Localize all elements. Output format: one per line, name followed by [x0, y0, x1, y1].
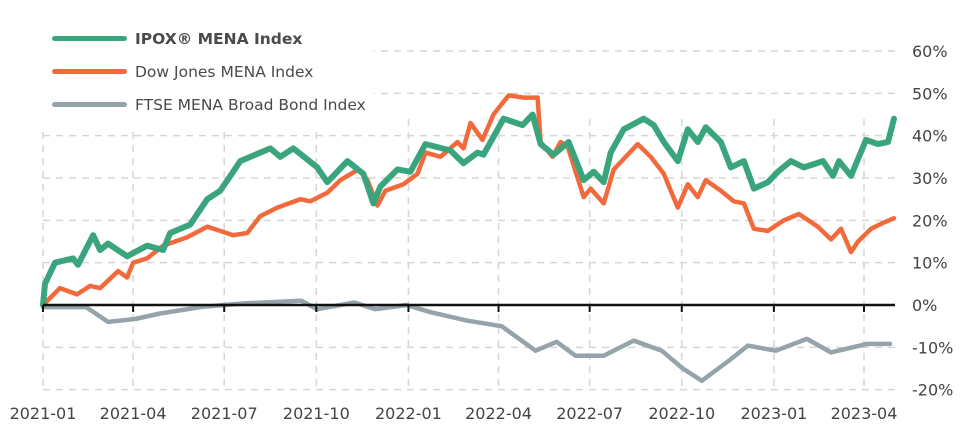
y-tick-label: -20%: [912, 381, 953, 400]
legend-swatch: [52, 36, 127, 41]
x-tick-label: 2021-10: [283, 404, 350, 423]
y-tick-label: -10%: [912, 338, 953, 357]
series-line-ipox: [40, 111, 897, 308]
x-tick-label: 2022-04: [465, 404, 532, 423]
series-line-dow-jones: [40, 93, 897, 308]
y-tick-label: 20%: [912, 211, 948, 230]
legend-label: IPOX® MENA Index: [135, 29, 303, 48]
y-tick-label: 30%: [912, 169, 948, 188]
axes: 60% 50% 40% 30% 20% 10% 0% -10% -20% 2021-01 2021-…: [10, 42, 954, 423]
y-tick-label: 50%: [912, 84, 948, 103]
y-tick-label: 40%: [912, 127, 948, 146]
legend: IPOX® MENA Index Dow Jones MENA Index FT…: [40, 18, 374, 127]
legend-item-dow-jones: Dow Jones MENA Index: [52, 55, 366, 88]
series-lines: [40, 93, 897, 384]
legend-item-ftse: FTSE MENA Broad Bond Index: [52, 88, 366, 121]
x-tick-label: 2021-04: [100, 404, 167, 423]
legend-swatch: [52, 102, 127, 107]
y-tick-label: 0%: [912, 296, 937, 315]
x-tick-label: 2021-01: [10, 404, 77, 423]
y-tick-label: 60%: [912, 42, 948, 61]
x-tick-label: 2023-04: [831, 404, 898, 423]
x-tick-label: 2022-07: [556, 404, 623, 423]
y-tick-label: 10%: [912, 254, 948, 273]
series-line-ftse: [40, 298, 893, 384]
x-tick-label: 2022-10: [648, 404, 715, 423]
legend-label: FTSE MENA Broad Bond Index: [135, 95, 366, 114]
legend-item-ipox: IPOX® MENA Index: [52, 22, 366, 55]
x-tick-label: 2021-07: [191, 404, 258, 423]
x-tick-label: 2022-01: [375, 404, 442, 423]
legend-label: Dow Jones MENA Index: [135, 62, 314, 81]
x-tick-label: 2023-01: [740, 404, 807, 423]
legend-swatch: [52, 69, 127, 74]
